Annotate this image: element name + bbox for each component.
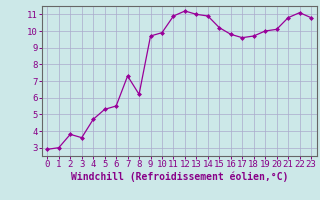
- X-axis label: Windchill (Refroidissement éolien,°C): Windchill (Refroidissement éolien,°C): [70, 172, 288, 182]
